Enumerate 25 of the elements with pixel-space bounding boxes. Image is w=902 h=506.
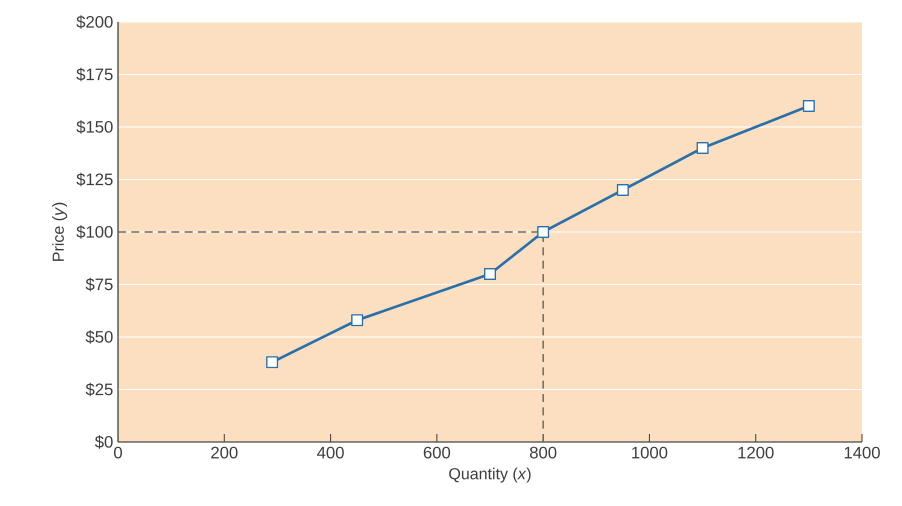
x-tick-label: 600 [424, 446, 450, 458]
point [266, 356, 278, 368]
x-tick-label: 0 [114, 446, 122, 458]
x-tick-label: 1400 [844, 446, 880, 458]
y-tick-label: $100 [76, 225, 113, 239]
point [351, 314, 364, 326]
y-tick-label: $0 [94, 435, 113, 449]
point [802, 100, 815, 112]
x-tick-label: 200 [211, 446, 238, 458]
point [537, 226, 550, 238]
x-axis-title: Quantity (x) [449, 468, 531, 483]
x-tick-label: 800 [530, 446, 556, 458]
y-tick-label: $200 [76, 15, 113, 29]
y-tick-label: $125 [76, 172, 113, 186]
x-tick-label: 1000 [632, 446, 668, 458]
y-tick-label: $75 [86, 278, 113, 292]
point [696, 142, 709, 154]
point [484, 268, 496, 280]
x-tick-label: 400 [317, 446, 344, 458]
y-tick-label: $25 [86, 382, 113, 396]
y-tick-label: $50 [86, 330, 113, 344]
point [616, 184, 629, 196]
x-tick-label: 1200 [738, 446, 774, 458]
y-tick-label: $175 [76, 68, 113, 82]
y-tick-label: $150 [76, 120, 113, 134]
